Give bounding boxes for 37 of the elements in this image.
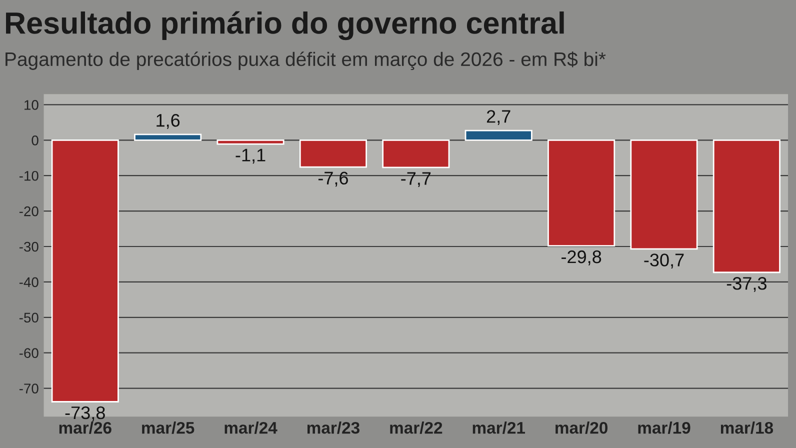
bar [712,139,780,274]
y-tick-label: -40 [19,277,38,288]
data-label: 1,6 [156,114,180,129]
x-tick-label: mar/23 [307,422,360,434]
y-tick-label: 0 [32,135,38,146]
y-tick-label: -70 [19,384,38,394]
x-tick-label: mar/24 [224,422,278,434]
chart-title: Resultado primário do governo central [6,11,564,40]
x-tick-label: mar/21 [472,422,526,434]
data-label: -7,7 [401,172,431,188]
bar [134,134,202,141]
x-tick-label: mar/26 [59,422,112,434]
chart-subtitle: Pagamento de precatórios puxa déficit em março de 2026 - em R$ bi* [6,52,606,70]
bar [464,130,532,141]
y-tick-label: -60 [19,348,38,358]
bar [216,139,284,145]
x-tick-label: mar/22 [390,422,442,434]
x-tick-label: mar/18 [720,422,774,434]
data-label: -29,8 [562,250,602,266]
data-label: -7,6 [318,172,348,187]
data-label: -73,8 [65,406,105,422]
bar [630,139,698,250]
y-tick-label: -10 [19,170,38,181]
x-tick-label: mar/20 [556,422,608,434]
y-tick-label: 10 [24,100,38,110]
bar [299,139,367,168]
data-label: -1,1 [236,148,266,164]
y-tick-label: -20 [19,206,38,216]
bar [51,139,119,402]
y-tick-label: -30 [19,242,38,252]
data-label: 2,7 [486,110,510,125]
bar [382,139,450,168]
data-label: -30,7 [644,254,684,269]
y-tick-label: -50 [19,312,38,323]
x-tick-label: mar/19 [638,422,690,434]
bar [548,139,616,246]
x-tick-label: mar/25 [142,422,194,434]
